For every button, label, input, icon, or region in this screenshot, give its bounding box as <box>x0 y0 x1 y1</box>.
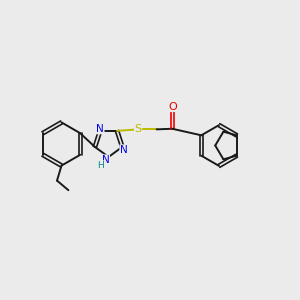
Text: N: N <box>96 124 104 134</box>
Text: N: N <box>102 155 110 165</box>
Text: O: O <box>168 102 177 112</box>
Text: S: S <box>134 124 142 134</box>
Text: N: N <box>120 145 128 155</box>
Text: H: H <box>97 161 104 170</box>
